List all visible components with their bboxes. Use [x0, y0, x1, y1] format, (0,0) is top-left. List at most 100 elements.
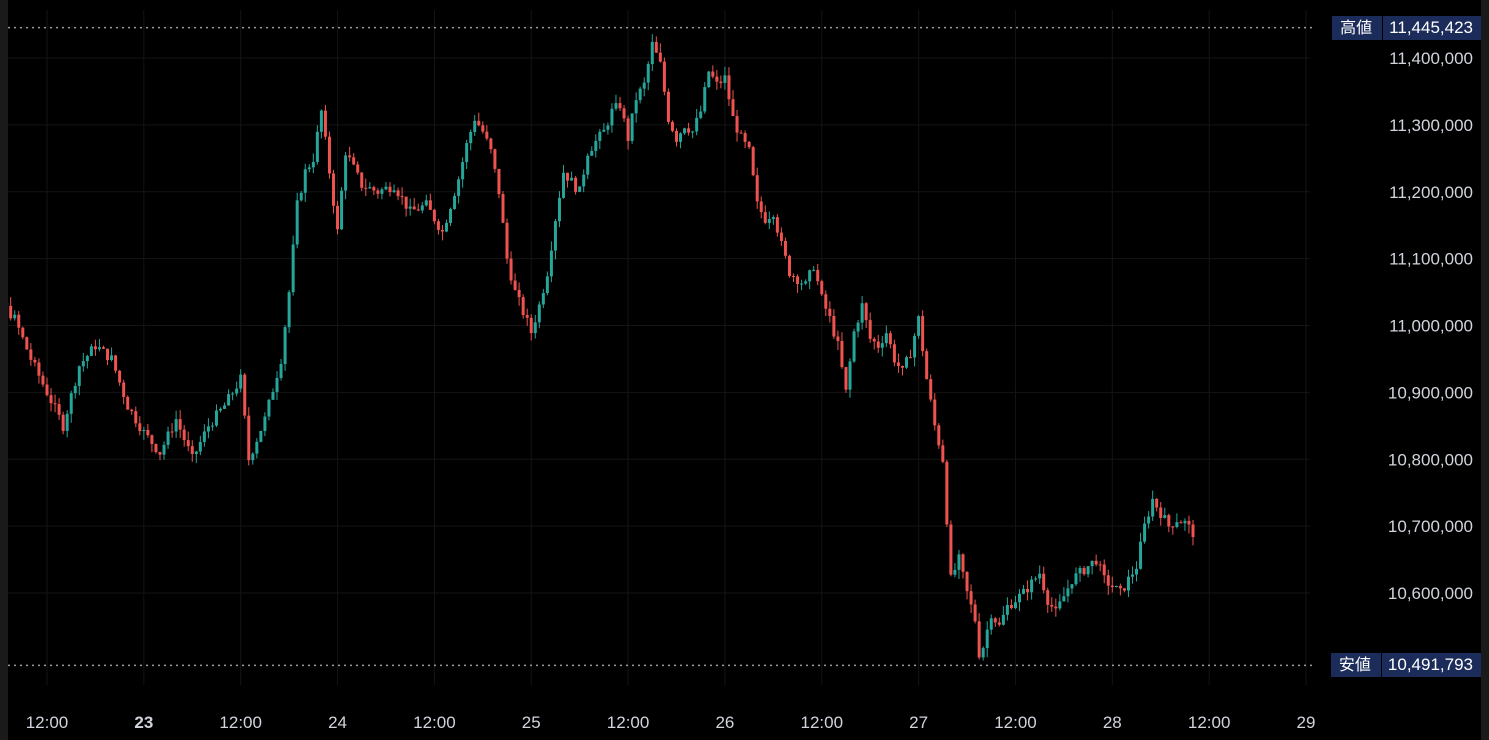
candle[interactable] [235, 381, 239, 397]
candle[interactable] [1030, 575, 1034, 600]
candle[interactable] [650, 34, 654, 72]
candle[interactable] [759, 196, 763, 219]
candle[interactable] [1139, 532, 1143, 570]
candle[interactable] [925, 348, 929, 380]
candle[interactable] [424, 194, 428, 207]
candle[interactable] [610, 103, 614, 133]
candle[interactable] [219, 407, 223, 413]
candle[interactable] [323, 104, 327, 140]
candle[interactable] [453, 192, 457, 210]
candle[interactable] [707, 70, 711, 89]
candle[interactable] [630, 113, 634, 144]
candle[interactable] [824, 290, 828, 317]
candle[interactable] [1078, 565, 1082, 582]
candle[interactable] [941, 439, 945, 464]
candle[interactable] [844, 366, 848, 393]
candle[interactable] [384, 182, 388, 191]
candle[interactable] [1191, 519, 1195, 546]
candle[interactable] [146, 423, 150, 438]
candles[interactable] [0, 34, 1195, 661]
candle[interactable] [295, 192, 299, 249]
candle[interactable] [751, 145, 755, 177]
candle[interactable] [578, 186, 582, 193]
candle[interactable] [957, 549, 961, 580]
candle[interactable] [154, 443, 158, 454]
candle[interactable] [880, 335, 884, 357]
candle[interactable] [1058, 594, 1062, 611]
candle[interactable] [1118, 583, 1122, 596]
candle[interactable] [896, 353, 900, 373]
candle[interactable] [33, 356, 37, 367]
candle[interactable] [1013, 595, 1017, 610]
candle[interactable] [142, 426, 146, 440]
candle[interactable] [1151, 490, 1155, 521]
candle[interactable] [449, 207, 453, 226]
candle[interactable] [368, 182, 372, 189]
candle[interactable] [1187, 515, 1191, 534]
candle[interactable] [170, 423, 174, 438]
candle[interactable] [202, 424, 206, 447]
candle[interactable] [860, 295, 864, 330]
candle[interactable] [852, 328, 856, 363]
candle[interactable] [25, 336, 29, 350]
candle[interactable] [937, 423, 941, 449]
candle[interactable] [933, 393, 937, 431]
candle[interactable] [210, 422, 214, 431]
candle[interactable] [150, 434, 154, 453]
candle[interactable] [832, 309, 836, 340]
candle[interactable] [787, 254, 791, 278]
candle[interactable] [731, 90, 735, 117]
candle[interactable] [428, 193, 432, 210]
candle[interactable] [622, 105, 626, 122]
candle[interactable] [848, 358, 852, 398]
candle[interactable] [634, 92, 638, 123]
candle[interactable] [271, 388, 275, 401]
candle[interactable] [420, 201, 424, 214]
candle[interactable] [231, 391, 235, 401]
candle[interactable] [263, 412, 267, 437]
candle[interactable] [130, 408, 134, 415]
candle[interactable] [287, 289, 291, 334]
candle[interactable] [675, 128, 678, 147]
candle[interactable] [533, 314, 537, 339]
candle[interactable] [618, 96, 622, 112]
candle[interactable] [626, 115, 630, 150]
candle[interactable] [509, 251, 513, 285]
candle[interactable] [77, 365, 81, 396]
candle[interactable] [194, 450, 198, 464]
candle[interactable] [876, 334, 880, 353]
candle[interactable] [223, 402, 227, 410]
candle[interactable] [909, 349, 913, 359]
candle[interactable] [723, 66, 727, 90]
candle[interactable] [1066, 579, 1070, 603]
candle[interactable] [517, 282, 521, 306]
candle[interactable] [110, 347, 114, 362]
candle[interactable] [1147, 511, 1151, 529]
candle[interactable] [687, 122, 691, 136]
candle[interactable] [440, 224, 444, 241]
candle[interactable] [1098, 560, 1102, 572]
candle[interactable] [81, 352, 85, 372]
candle[interactable] [477, 112, 481, 127]
candle[interactable] [45, 377, 49, 397]
candle[interactable] [65, 410, 69, 438]
candle[interactable] [376, 188, 380, 199]
candle[interactable] [283, 324, 287, 371]
candle[interactable] [969, 584, 973, 614]
candle[interactable] [1143, 516, 1147, 544]
candle[interactable] [739, 130, 743, 134]
candle[interactable] [570, 171, 574, 181]
candle[interactable] [85, 354, 89, 369]
candle[interactable] [1130, 566, 1134, 584]
candle[interactable] [267, 398, 271, 421]
candle[interactable] [917, 315, 921, 339]
candle[interactable] [602, 123, 606, 132]
candle[interactable] [541, 288, 545, 309]
candle[interactable] [921, 310, 925, 357]
candle[interactable] [400, 187, 404, 205]
candle[interactable] [808, 269, 812, 290]
candle[interactable] [275, 371, 279, 400]
candle[interactable] [41, 371, 45, 388]
candle[interactable] [1054, 598, 1058, 617]
candle[interactable] [683, 127, 687, 135]
